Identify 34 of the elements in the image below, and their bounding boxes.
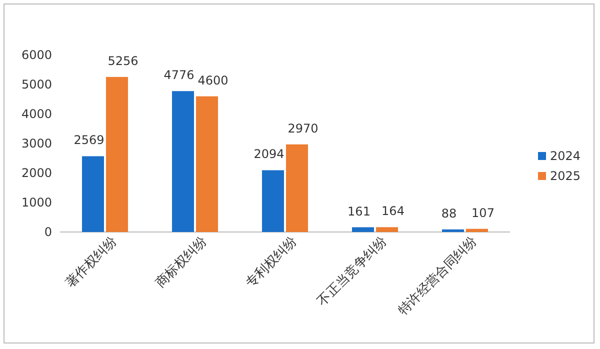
y-tick-label: 0: [44, 225, 52, 239]
data-label: 4600: [198, 73, 228, 88]
bar: [376, 227, 398, 232]
bar: [442, 229, 464, 232]
bar: [286, 144, 308, 232]
bar: [172, 91, 194, 232]
data-label: 2970: [288, 121, 318, 136]
data-label: 88: [441, 206, 457, 220]
y-tick-label: 1000: [21, 196, 52, 210]
data-label: 107: [472, 206, 494, 220]
x-tick-label: 不正当竞争纠纷: [314, 234, 390, 310]
data-label: 5256: [108, 54, 138, 68]
data-label: 2569: [74, 133, 104, 148]
y-tick-label: 3000: [21, 136, 52, 150]
x-tick-label: 著作权纠纷: [63, 234, 120, 291]
bar: [196, 96, 218, 232]
data-label: 164: [382, 204, 404, 218]
x-tick-label: 商标权纠纷: [153, 234, 210, 291]
y-tick-label: 5000: [21, 78, 52, 92]
data-label: 4776: [164, 68, 194, 82]
data-label: 161: [348, 204, 370, 218]
y-tick-label: 6000: [21, 48, 52, 62]
bar: [262, 170, 284, 232]
bar: [466, 228, 488, 232]
y-tick-label: 4000: [21, 107, 52, 121]
bar: [106, 76, 128, 232]
bar: [82, 156, 104, 232]
y-tick-label: 2000: [21, 166, 52, 180]
x-tick-label: 专利权纠纷: [243, 234, 300, 291]
data-label: 2094: [254, 147, 284, 162]
x-tick-label: 特许经营合同纠纷: [396, 234, 480, 318]
legend-label: 2025: [550, 169, 581, 183]
bar: [352, 227, 374, 232]
legend-label: 2024: [550, 149, 581, 163]
